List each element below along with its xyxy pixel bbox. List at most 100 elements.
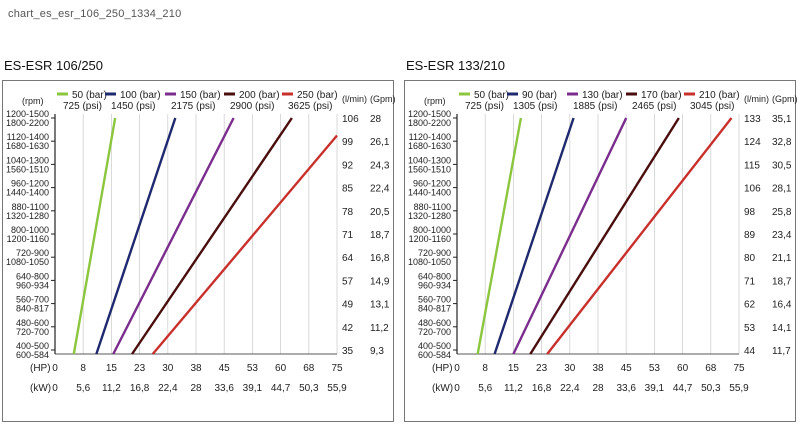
hp-tick-label: 0 xyxy=(52,363,58,374)
kw-tick-label: 39,1 xyxy=(243,383,263,394)
legend-label: 130 (bar) xyxy=(582,90,623,101)
flow-gpm-label: 11,7 xyxy=(772,346,791,357)
hp-tick-label: 45 xyxy=(621,363,633,374)
kw-tick-label: 33,6 xyxy=(214,383,234,394)
flow-gpm-label: 28,1 xyxy=(772,184,792,195)
rpm-tick-label: 720-700 xyxy=(418,327,451,337)
flow-gpm-label: 13,1 xyxy=(370,300,390,311)
kw-tick-label: 11,2 xyxy=(504,383,523,394)
rpm-tick-label: 960-1200 xyxy=(11,179,49,189)
flow-gpm-label: 21,1 xyxy=(772,253,792,264)
hp-tick-label: 15 xyxy=(508,363,520,374)
x-unit-label: (HP) xyxy=(432,363,453,374)
flow-lpm-label: 57 xyxy=(342,276,354,287)
rpm-tick-label: 840-817 xyxy=(16,304,49,314)
flow-gpm-label: 16,4 xyxy=(772,300,792,311)
chart-title: ES-ESR 106/250 xyxy=(4,58,104,73)
series-line xyxy=(72,117,117,355)
flow-lpm-label: 115 xyxy=(744,160,760,171)
flow-lpm-label: 92 xyxy=(342,160,354,171)
hp-tick-label: 23 xyxy=(134,363,146,374)
flow-gpm-label: 35,1 xyxy=(772,114,792,125)
rpm-tick-label: 720-700 xyxy=(16,327,49,337)
rpm-tick-label: 1440-1400 xyxy=(6,188,49,198)
hp-tick-label: 53 xyxy=(247,363,259,374)
legend-label: 210 (bar) xyxy=(699,90,740,101)
flow-gpm-label: 24,3 xyxy=(370,160,390,171)
legend-label: 3625 (psi) xyxy=(288,101,332,112)
kw-tick-label: 50,3 xyxy=(701,383,721,394)
flow-gpm-label: 28 xyxy=(370,114,382,125)
hp-tick-label: 60 xyxy=(677,363,689,374)
flow-gpm-label: 18,7 xyxy=(772,276,792,287)
rpm-tick-label: 1200-1500 xyxy=(408,109,451,119)
series-line xyxy=(131,117,293,355)
hp-tick-label: 15 xyxy=(106,363,118,374)
flow-lpm-label: 106 xyxy=(342,114,359,125)
x-unit-label: (kW) xyxy=(432,383,453,394)
hp-tick-label: 53 xyxy=(649,363,661,374)
kw-tick-label: 28 xyxy=(592,383,604,394)
flow-lpm-label: 98 xyxy=(744,207,756,218)
legend-label: 50 (bar) xyxy=(474,90,509,101)
flow-gpm-label: 16,8 xyxy=(370,253,390,264)
rpm-tick-label: 1200-1160 xyxy=(7,234,49,244)
kw-tick-label: 50,3 xyxy=(299,383,319,394)
rpm-tick-label: 880-1100 xyxy=(12,202,49,212)
flow-lpm-label: 85 xyxy=(342,184,354,195)
x-unit-label: (kW) xyxy=(30,383,51,394)
hp-tick-label: 0 xyxy=(454,363,460,374)
rpm-tick-label: 1200-1500 xyxy=(6,109,49,119)
kw-tick-label: 0 xyxy=(454,383,460,394)
flow-lpm-label: 80 xyxy=(744,253,756,264)
right-unit-label: (Gpm) xyxy=(370,94,396,104)
flow-gpm-label: 22,4 xyxy=(370,184,390,195)
legend-label: 90 (bar) xyxy=(522,90,557,101)
kw-tick-label: 55,9 xyxy=(327,383,347,394)
hp-tick-label: 60 xyxy=(275,363,287,374)
hp-tick-label: 45 xyxy=(219,363,231,374)
flow-lpm-label: 64 xyxy=(342,253,354,264)
flow-gpm-label: 32,8 xyxy=(772,137,792,148)
series-line xyxy=(476,117,523,355)
rpm-tick-label: 1560-1510 xyxy=(408,164,451,174)
right-unit-label: (l/min) xyxy=(744,94,769,104)
y-unit-label: (rpm) xyxy=(22,96,44,106)
flow-gpm-label: 25,8 xyxy=(772,207,792,218)
hp-tick-label: 68 xyxy=(303,363,315,374)
flow-lpm-label: 133 xyxy=(744,114,761,125)
series-line xyxy=(112,117,235,355)
flow-lpm-label: 62 xyxy=(744,300,756,311)
hp-tick-label: 8 xyxy=(80,363,86,374)
rpm-tick-label: 840-817 xyxy=(418,304,451,314)
rpm-tick-label: 1680-1630 xyxy=(6,141,49,151)
rpm-tick-label: 720-900 xyxy=(418,248,451,258)
legend-label: 725 (psi) xyxy=(465,101,504,112)
chart-panel-right: ES-ESR 133/210 50 (bar) 725 (psi) 90 (bar)… xyxy=(404,58,798,424)
rpm-tick-label: 480-600 xyxy=(16,318,49,328)
flow-lpm-label: 89 xyxy=(744,230,756,241)
flow-lpm-label: 124 xyxy=(744,137,761,148)
series-line xyxy=(546,117,733,355)
hp-tick-label: 38 xyxy=(190,363,202,374)
hp-tick-label: 75 xyxy=(733,363,745,374)
y-unit-label: (rpm) xyxy=(424,96,446,106)
rpm-tick-label: 600-584 xyxy=(16,350,49,360)
rpm-tick-label: 480-600 xyxy=(418,318,451,328)
kw-tick-label: 16,8 xyxy=(532,383,552,394)
kw-tick-label: 22,4 xyxy=(158,383,178,394)
kw-tick-label: 16,8 xyxy=(130,383,150,394)
series-line xyxy=(493,117,575,355)
right-unit-label: (Gpm) xyxy=(772,94,798,104)
rpm-tick-label: 1040-1300 xyxy=(6,155,49,165)
flow-lpm-label: 106 xyxy=(744,184,761,195)
x-unit-label: (HP) xyxy=(30,363,51,374)
rpm-tick-label: 1080-1050 xyxy=(6,257,49,267)
hp-tick-label: 30 xyxy=(564,363,576,374)
rpm-tick-label: 960-1200 xyxy=(413,179,451,189)
power-chart-svg: 50 (bar)725 (psi) 100 (bar)1450 (psi) 150 … xyxy=(6,90,396,394)
flow-gpm-label: 26,1 xyxy=(370,137,390,148)
rpm-tick-label: 960-934 xyxy=(418,280,451,290)
legend-label: 170 (bar) xyxy=(641,90,682,101)
rpm-tick-label: 1800-2200 xyxy=(408,118,451,128)
